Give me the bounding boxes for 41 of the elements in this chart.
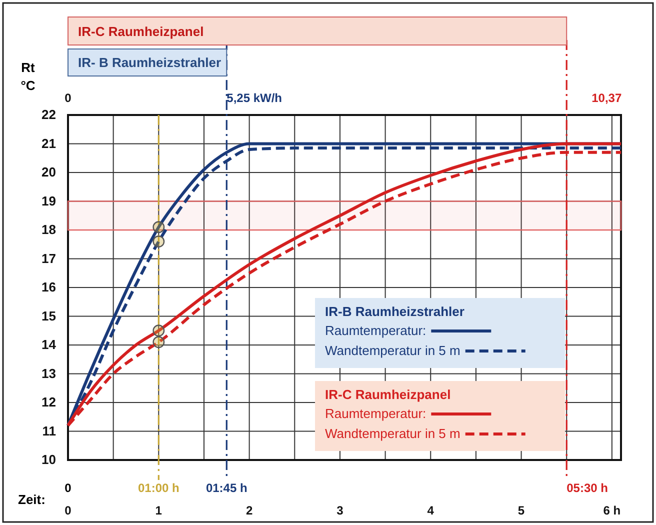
y-tick-label: 15 [42, 308, 56, 324]
y-tick-label: 22 [42, 107, 56, 122]
legend-label: Wandtemperatur in 5 m [325, 426, 460, 441]
legend-label: Raumtemperatur: [325, 323, 426, 338]
text: IR- B Raumheizstrahler [78, 55, 222, 70]
y-tick-label: 21 [42, 136, 56, 151]
annotation: IR-C Raumheizpanel [325, 387, 451, 402]
text: 05:30 h [566, 481, 608, 495]
text: 0 [64, 91, 72, 105]
x-tick-label: 3 [336, 504, 344, 518]
text: 0 [64, 481, 72, 495]
y-tick-label: 10 [42, 452, 56, 468]
y-tick-label: 20 [42, 164, 56, 180]
text: IR-C Raumheizpanel [78, 24, 204, 39]
point [152, 336, 165, 348]
y-tick-label: 11 [42, 423, 56, 438]
text: 01:00 h [138, 481, 180, 495]
y-tick-label: 13 [42, 366, 56, 381]
point [152, 221, 165, 234]
legend-label: Wandtemperatur in 5 m [325, 343, 460, 358]
y-tick-label: 18 [42, 222, 56, 238]
text: 10,37 [592, 91, 622, 105]
x-tick-label: 0 [64, 504, 72, 518]
text: 5,25 kW/h [226, 91, 282, 105]
legend-label: Raumtemperatur: [325, 406, 426, 421]
y-axis-title: Rt °C [20, 60, 36, 93]
text: 01:45 h [206, 481, 248, 495]
x-axis-title: Zeit: [18, 492, 46, 507]
x-tick-label: 6 h [603, 504, 621, 518]
x-tick-label: 4 [427, 504, 434, 518]
x-tick-label: 5 [518, 504, 525, 518]
y-tick-label: 12 [42, 394, 56, 410]
y-tick-label: 16 [42, 280, 56, 295]
x-tick-label: 2 [246, 504, 253, 518]
annotation: IR-B Raumheizstrahler [325, 304, 464, 319]
point [152, 236, 165, 248]
x-tick-label: 1 [155, 504, 162, 518]
point [152, 324, 165, 337]
y-tick-label: 19 [42, 193, 56, 208]
y-tick-label: 14 [42, 337, 57, 352]
y-tick-label: 17 [42, 250, 56, 266]
